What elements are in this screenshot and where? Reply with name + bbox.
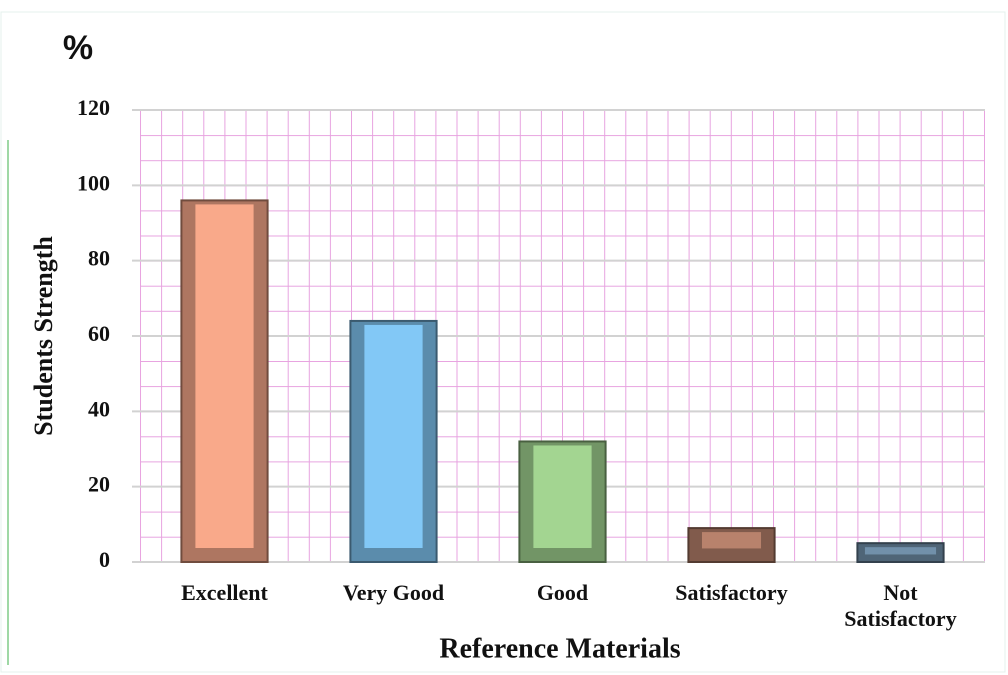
y-axis-label: Students Strength	[29, 236, 58, 436]
y-tick-label: 100	[77, 170, 110, 195]
x-tick-label: Satisfactory	[675, 580, 788, 605]
y-tick-label: 40	[88, 396, 110, 421]
bar-face	[864, 547, 937, 555]
y-tick-label: 60	[88, 321, 110, 346]
x-tick-label: Not Satisfactory	[844, 580, 957, 631]
bar-face	[533, 445, 592, 548]
y-tick-label: 20	[88, 472, 110, 497]
y-tick-label: 120	[77, 95, 110, 120]
x-tick-label: Good	[536, 580, 589, 605]
frame	[0, 11, 1006, 673]
bar-face	[364, 324, 423, 548]
y-tick-label: 80	[88, 246, 110, 271]
y-tick-label: 0	[99, 547, 110, 572]
x-tick-label: Very Good	[342, 580, 445, 605]
bar-face	[195, 204, 254, 548]
bar-face	[701, 532, 762, 549]
chart-title: %	[63, 29, 93, 67]
x-tick-label: Excellent	[181, 580, 268, 605]
x-axis-label: Reference Materials	[439, 633, 680, 664]
